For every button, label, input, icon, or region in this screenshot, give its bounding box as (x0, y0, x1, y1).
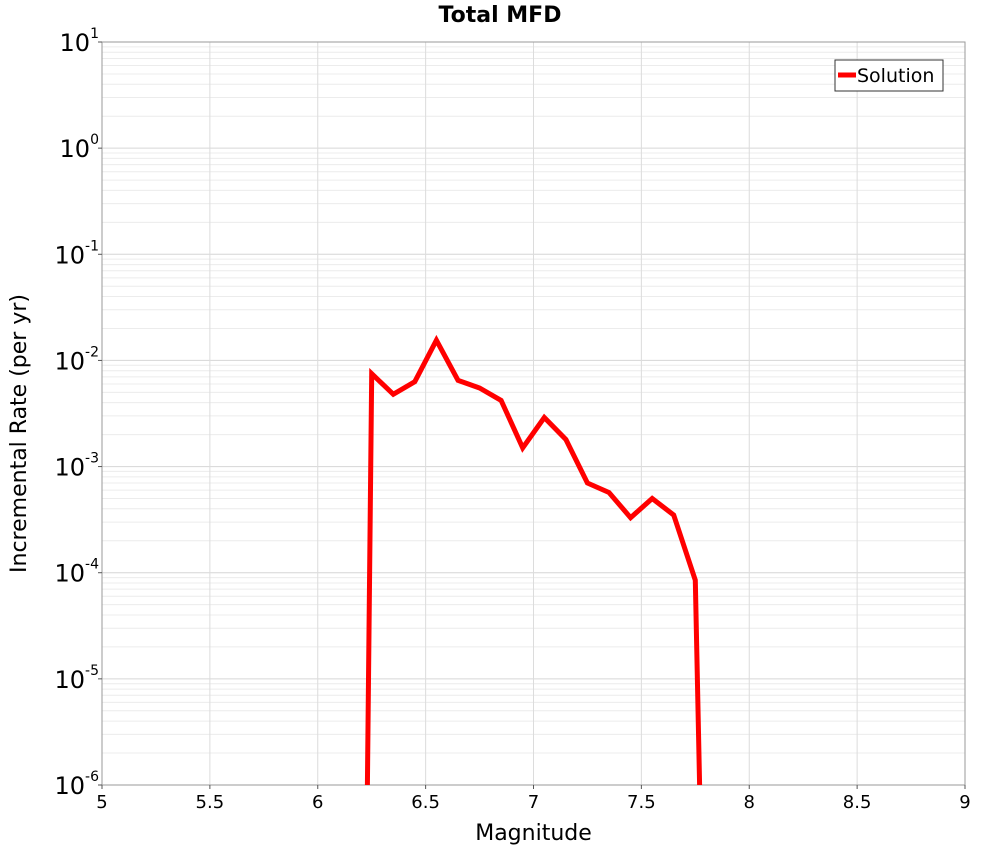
legend-entry-solution: Solution (857, 65, 934, 87)
series-layer (364, 334, 703, 786)
x-tick-label: 5 (96, 792, 107, 813)
series-line-solution (364, 334, 703, 786)
x-axis-ticks: 5 5.5 6 6.5 7 7.5 8 8.5 9 (96, 785, 971, 813)
x-tick-label: 9 (959, 792, 970, 813)
y-tick-label: 10-5 (54, 663, 99, 694)
x-axis-label: Magnitude (475, 821, 592, 846)
x-tick-label: 5.5 (196, 792, 225, 813)
grid (101, 42, 966, 786)
y-tick-label: 100 (60, 132, 99, 163)
y-axis-label: Incremental Rate (per yr) (7, 294, 32, 573)
x-tick-label: 6 (312, 792, 323, 813)
y-tick-label: 10-6 (54, 769, 99, 800)
chart-title: Total MFD (439, 3, 562, 28)
y-tick-label: 10-1 (54, 238, 99, 269)
y-tick-label: 10-4 (54, 557, 99, 588)
x-tick-label: 7.5 (627, 792, 656, 813)
y-tick-label: 101 (60, 26, 99, 57)
x-tick-label: 8 (744, 792, 755, 813)
x-tick-label: 8.5 (843, 792, 872, 813)
x-tick-label: 6.5 (411, 792, 440, 813)
x-tick-label: 7 (528, 792, 539, 813)
y-tick-label: 10-2 (54, 344, 99, 375)
y-tick-label: 10-3 (54, 451, 99, 482)
legend: Solution (834, 59, 944, 92)
y-axis-ticks: 10-6 10-5 10-4 10-3 10-2 10-1 100 101 (54, 26, 102, 800)
